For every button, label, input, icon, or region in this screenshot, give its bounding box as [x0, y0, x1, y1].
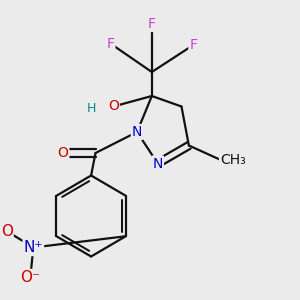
Text: N⁺: N⁺: [24, 240, 43, 255]
Text: F: F: [148, 17, 156, 31]
Text: CH₃: CH₃: [220, 153, 246, 166]
Text: N: N: [153, 157, 163, 170]
Text: N: N: [132, 125, 142, 139]
Text: F: F: [106, 37, 114, 50]
Text: O: O: [1, 224, 13, 238]
Text: H: H: [86, 101, 96, 115]
Text: F: F: [189, 38, 197, 52]
Text: O: O: [58, 146, 68, 160]
Text: O: O: [108, 100, 119, 113]
Text: O⁻: O⁻: [20, 270, 40, 285]
